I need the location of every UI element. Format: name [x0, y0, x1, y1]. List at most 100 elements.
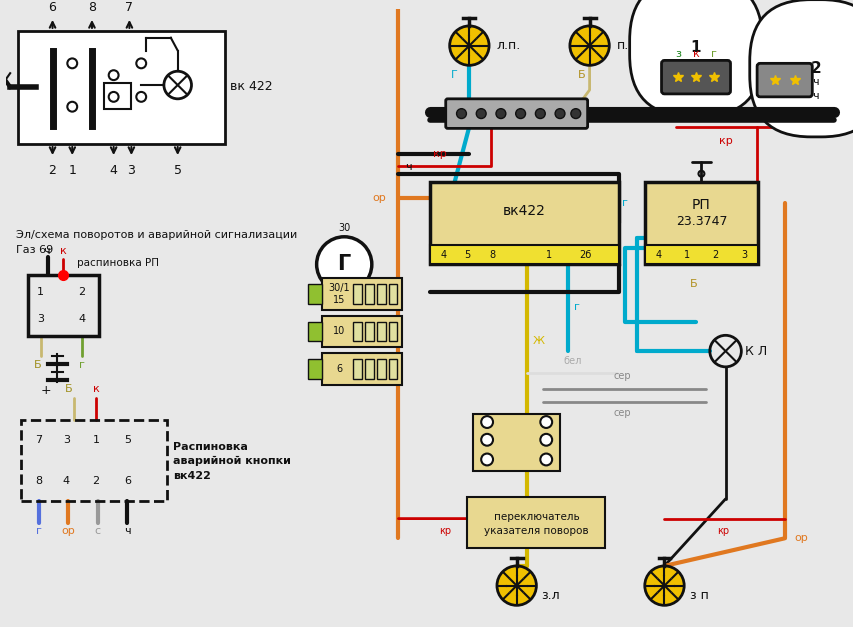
- Text: 30/1
15: 30/1 15: [328, 283, 350, 305]
- Text: 10: 10: [333, 327, 345, 336]
- Circle shape: [450, 26, 489, 65]
- Text: Г: Г: [337, 255, 351, 275]
- Circle shape: [540, 416, 552, 428]
- Text: 2: 2: [809, 61, 821, 76]
- Text: бел: бел: [563, 356, 582, 366]
- Circle shape: [108, 92, 119, 102]
- Text: 3: 3: [740, 250, 746, 260]
- FancyBboxPatch shape: [18, 31, 224, 144]
- Circle shape: [644, 566, 683, 605]
- Text: 6: 6: [49, 1, 56, 14]
- FancyBboxPatch shape: [388, 284, 397, 304]
- Text: 30: 30: [338, 223, 350, 233]
- Text: К Л: К Л: [745, 345, 767, 357]
- FancyBboxPatch shape: [661, 60, 729, 94]
- FancyBboxPatch shape: [473, 414, 560, 472]
- Text: Ж: Ж: [531, 336, 544, 346]
- FancyBboxPatch shape: [644, 182, 757, 265]
- Text: з.л: з.л: [541, 589, 560, 602]
- Text: ч: ч: [544, 179, 551, 189]
- Circle shape: [480, 416, 492, 428]
- FancyBboxPatch shape: [352, 359, 362, 379]
- Circle shape: [496, 108, 505, 119]
- Circle shape: [535, 108, 544, 119]
- Text: 1: 1: [68, 164, 76, 177]
- Circle shape: [316, 237, 371, 292]
- Text: Эл/схема поворотов и аварийной сигнализации: Эл/схема поворотов и аварийной сигнализа…: [16, 230, 297, 240]
- Text: ч: ч: [405, 162, 411, 172]
- Text: 3: 3: [38, 314, 44, 324]
- Text: 4: 4: [655, 250, 661, 260]
- FancyBboxPatch shape: [644, 245, 757, 265]
- FancyBboxPatch shape: [307, 359, 322, 379]
- Text: сер: сер: [612, 408, 630, 418]
- Text: 1: 1: [683, 250, 689, 260]
- Text: Б: Б: [689, 279, 697, 289]
- FancyBboxPatch shape: [364, 359, 374, 379]
- Text: 4: 4: [78, 314, 85, 324]
- Circle shape: [515, 108, 525, 119]
- Text: кр: кр: [718, 136, 732, 146]
- Circle shape: [67, 102, 77, 112]
- Text: указателя поворов: указателя поворов: [484, 527, 588, 537]
- FancyBboxPatch shape: [322, 315, 402, 347]
- FancyBboxPatch shape: [429, 245, 618, 265]
- Text: з: з: [675, 50, 681, 60]
- FancyBboxPatch shape: [364, 322, 374, 341]
- Text: к: к: [692, 50, 699, 60]
- Text: 4: 4: [63, 476, 70, 486]
- Text: ч: ч: [44, 246, 49, 255]
- FancyBboxPatch shape: [388, 359, 397, 379]
- Text: Б: Б: [577, 70, 584, 80]
- FancyBboxPatch shape: [352, 284, 362, 304]
- Circle shape: [480, 453, 492, 465]
- Text: с: с: [95, 527, 101, 537]
- Text: РП: РП: [691, 198, 710, 212]
- Text: 2: 2: [92, 476, 99, 486]
- Circle shape: [136, 92, 146, 102]
- FancyBboxPatch shape: [376, 284, 386, 304]
- Text: 8: 8: [88, 1, 96, 14]
- FancyBboxPatch shape: [352, 322, 362, 341]
- Circle shape: [456, 108, 466, 119]
- FancyBboxPatch shape: [429, 182, 618, 265]
- Text: Г: Г: [450, 70, 457, 80]
- Text: аварийной кнопки: аварийной кнопки: [172, 456, 290, 466]
- Text: 4: 4: [109, 164, 118, 177]
- Text: 3: 3: [127, 164, 135, 177]
- Text: ор: ор: [61, 527, 75, 537]
- Text: 2: 2: [711, 250, 718, 260]
- Text: 1: 1: [38, 287, 44, 297]
- Text: з: з: [811, 105, 817, 115]
- Text: вк422: вк422: [172, 472, 211, 482]
- Text: ч: ч: [811, 77, 818, 87]
- Text: +: +: [40, 384, 51, 397]
- Text: 8: 8: [35, 476, 43, 486]
- Text: 3: 3: [63, 435, 70, 445]
- Text: 8: 8: [489, 250, 495, 260]
- Text: 1: 1: [92, 435, 99, 445]
- Text: Распиновка: Распиновка: [172, 441, 247, 451]
- Text: 5: 5: [124, 435, 131, 445]
- Text: 2: 2: [78, 287, 85, 297]
- Text: 7: 7: [35, 435, 43, 445]
- Circle shape: [554, 108, 565, 119]
- Text: 5: 5: [464, 250, 470, 260]
- Text: вк 422: вк 422: [229, 80, 272, 93]
- FancyBboxPatch shape: [307, 322, 322, 341]
- Text: кр: кр: [432, 149, 446, 159]
- FancyBboxPatch shape: [445, 99, 587, 129]
- Text: к: к: [92, 384, 99, 394]
- Text: 1: 1: [545, 250, 552, 260]
- Text: г: г: [710, 50, 716, 60]
- Text: ч: ч: [124, 527, 131, 537]
- Text: 7: 7: [125, 1, 133, 14]
- FancyBboxPatch shape: [388, 322, 397, 341]
- Text: г: г: [36, 527, 42, 537]
- Circle shape: [496, 566, 536, 605]
- Text: переключатель: переключатель: [493, 512, 578, 522]
- Text: 5: 5: [173, 164, 182, 177]
- Text: Б: Б: [34, 360, 42, 370]
- Text: 23.3747: 23.3747: [675, 215, 727, 228]
- Circle shape: [67, 58, 77, 68]
